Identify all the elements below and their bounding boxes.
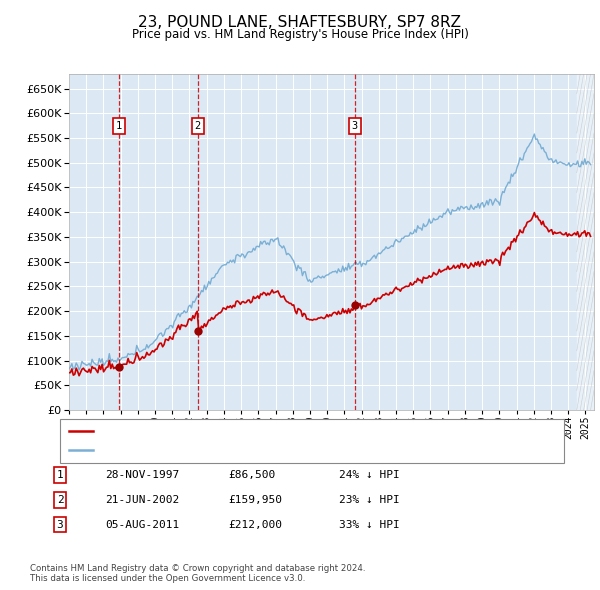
Text: Price paid vs. HM Land Registry's House Price Index (HPI): Price paid vs. HM Land Registry's House … [131, 28, 469, 41]
Text: 23% ↓ HPI: 23% ↓ HPI [339, 495, 400, 504]
Text: 2: 2 [56, 495, 64, 504]
Text: 21-JUN-2002: 21-JUN-2002 [105, 495, 179, 504]
Text: 3: 3 [352, 121, 358, 131]
Text: 23, POUND LANE, SHAFTESBURY, SP7 8RZ (detached house): 23, POUND LANE, SHAFTESBURY, SP7 8RZ (de… [99, 427, 430, 436]
Text: 05-AUG-2011: 05-AUG-2011 [105, 520, 179, 529]
Text: 3: 3 [56, 520, 64, 529]
Text: 24% ↓ HPI: 24% ↓ HPI [339, 470, 400, 480]
Text: 28-NOV-1997: 28-NOV-1997 [105, 470, 179, 480]
Text: 1: 1 [116, 121, 122, 131]
Text: £86,500: £86,500 [228, 470, 275, 480]
Text: £159,950: £159,950 [228, 495, 282, 504]
Text: 33% ↓ HPI: 33% ↓ HPI [339, 520, 400, 529]
Text: £212,000: £212,000 [228, 520, 282, 529]
Text: Contains HM Land Registry data © Crown copyright and database right 2024.
This d: Contains HM Land Registry data © Crown c… [30, 563, 365, 583]
Text: 1: 1 [56, 470, 64, 480]
Text: 23, POUND LANE, SHAFTESBURY, SP7 8RZ: 23, POUND LANE, SHAFTESBURY, SP7 8RZ [139, 15, 461, 30]
Text: 2: 2 [194, 121, 201, 131]
Text: HPI: Average price, detached house, Dorset: HPI: Average price, detached house, Dors… [99, 445, 361, 455]
